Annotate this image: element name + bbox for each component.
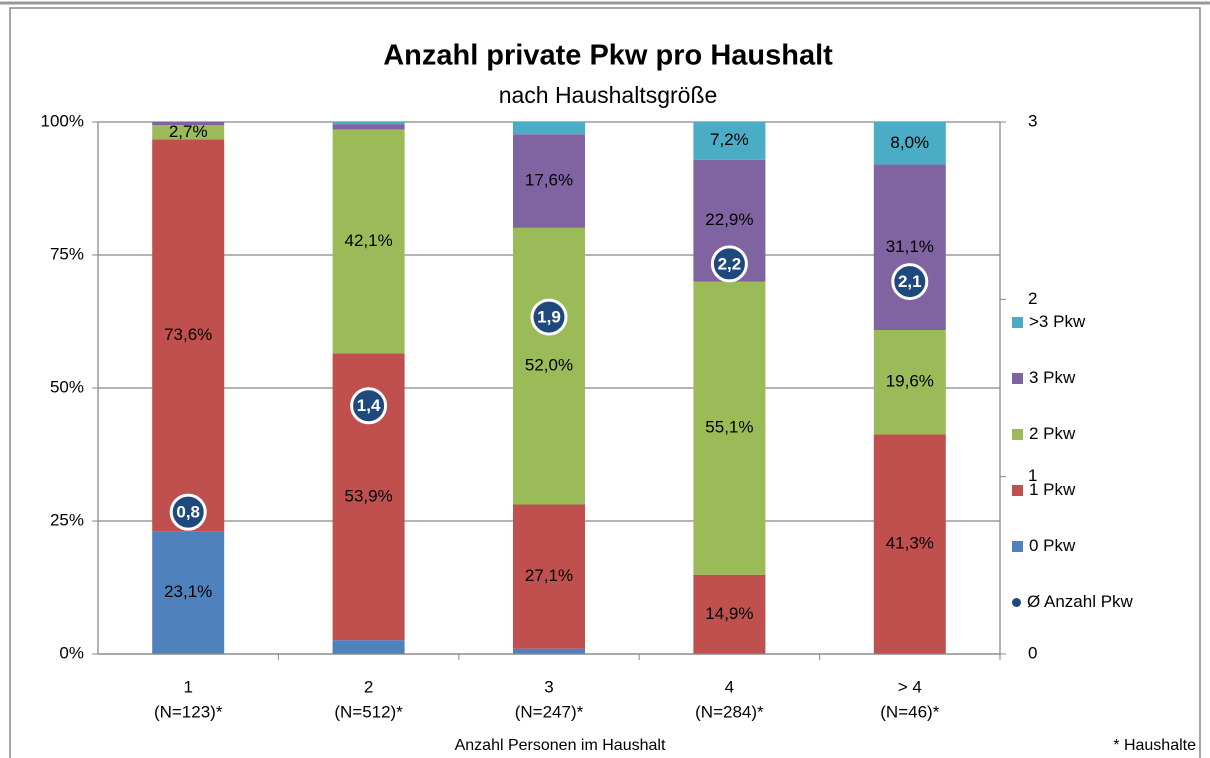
- bar-segment: [332, 124, 405, 130]
- legend-item: 3 Pkw: [1012, 368, 1192, 388]
- average-point: [710, 245, 748, 283]
- data-label: 55,1%: [705, 418, 753, 437]
- legend-swatch: [1012, 373, 1023, 384]
- chart-frame: [9, 7, 1201, 758]
- average-point: [169, 493, 207, 531]
- data-label: 73,6%: [164, 325, 212, 344]
- y-tick-label: 0%: [59, 643, 84, 662]
- legend-label: 3 Pkw: [1029, 368, 1076, 387]
- bar-segment: [693, 121, 766, 160]
- y-tick-label: 25%: [50, 510, 84, 529]
- x-tick-note: (N=512)*: [334, 702, 403, 721]
- x-tick-label: 1: [183, 677, 192, 696]
- legend-label: 2 Pkw: [1029, 424, 1076, 443]
- data-label: 14,9%: [705, 604, 753, 623]
- legend-item: 1 Pkw: [1012, 480, 1192, 500]
- average-point: [891, 263, 929, 301]
- average-label: 0,8: [176, 503, 200, 522]
- average-label: 2,1: [898, 272, 922, 291]
- data-label: 7,2%: [710, 130, 749, 149]
- x-tick-note: (N=123)*: [154, 702, 223, 721]
- legend-swatch: [1012, 485, 1023, 496]
- bar-segment: [513, 134, 585, 228]
- data-label: 52,0%: [525, 356, 573, 375]
- y2-tick-label: 2: [1028, 289, 1037, 308]
- bar-segment: [152, 125, 225, 140]
- x-tick-note: (N=284)*: [695, 702, 764, 721]
- y-tick-label: 75%: [50, 244, 84, 263]
- data-label: 8,0%: [890, 133, 929, 152]
- x-tick-note: (N=46)*: [880, 702, 939, 721]
- legend-item: Ø Anzahl Pkw: [1012, 592, 1192, 612]
- legend-label: 0 Pkw: [1029, 536, 1076, 555]
- legend-swatch: [1012, 541, 1023, 552]
- average-point: [350, 387, 388, 425]
- data-label: 53,9%: [344, 486, 392, 505]
- average-label: 2,2: [718, 254, 742, 273]
- legend-item: >3 Pkw: [1012, 312, 1192, 332]
- x-axis-label: Anzahl Personen im Haushalt: [455, 737, 666, 754]
- data-label: 22,9%: [705, 210, 753, 229]
- bar-segment: [513, 227, 585, 505]
- footnote: * Haushalte: [1113, 737, 1196, 754]
- legend-label: >3 Pkw: [1029, 312, 1086, 331]
- data-label: 27,1%: [525, 566, 573, 585]
- legend-swatch: [1012, 598, 1021, 607]
- bar-segment: [873, 330, 946, 435]
- x-tick-note: (N=247)*: [515, 702, 584, 721]
- data-label: 42,1%: [344, 231, 392, 250]
- average-label: 1,9: [537, 308, 561, 327]
- x-tick-label: 2: [364, 677, 373, 696]
- bar-segment: [513, 122, 585, 135]
- bar-segment: [693, 281, 766, 575]
- bar-segment: [332, 122, 405, 125]
- legend-label: Ø Anzahl Pkw: [1027, 592, 1133, 611]
- y2-tick-label: 3: [1028, 111, 1037, 130]
- chart-title: Anzahl private Pkw pro Haushalt: [383, 40, 833, 72]
- y2-tick-label: 1: [1028, 466, 1037, 485]
- chart-subtitle: nach Haushaltsgröße: [499, 82, 718, 108]
- legend-label: 1 Pkw: [1029, 480, 1076, 499]
- data-label: 41,3%: [886, 534, 934, 553]
- y-tick-label: 50%: [50, 377, 84, 396]
- x-tick-label: 4: [725, 677, 734, 696]
- data-label: 31,1%: [886, 237, 934, 256]
- x-tick-label: 3: [544, 677, 553, 696]
- data-label: 23,1%: [164, 582, 212, 601]
- legend-swatch: [1012, 429, 1023, 440]
- bar-segment: [332, 129, 405, 354]
- legend-item: 0 Pkw: [1012, 536, 1192, 556]
- bar-segment: [693, 574, 766, 654]
- data-label: 19,6%: [886, 372, 934, 391]
- bar-segment: [873, 164, 946, 331]
- data-label: 2,7%: [169, 122, 208, 141]
- legend-item: 2 Pkw: [1012, 424, 1192, 444]
- bar-segment: [513, 504, 585, 649]
- bar-segment: [513, 648, 585, 654]
- x-tick-label: > 4: [898, 677, 922, 696]
- bar-segment: [873, 434, 946, 654]
- legend-swatch: [1012, 317, 1023, 328]
- bar-segment: [332, 640, 405, 654]
- bar-segment: [152, 531, 225, 654]
- bar-segment: [152, 139, 225, 532]
- y2-tick-label: 0: [1028, 643, 1037, 662]
- average-point: [530, 298, 568, 336]
- data-label: 17,6%: [525, 171, 573, 190]
- bar-segment: [152, 122, 225, 126]
- average-label: 1,4: [357, 396, 381, 415]
- y-tick-label: 100%: [41, 111, 84, 130]
- bar-segment: [873, 122, 946, 165]
